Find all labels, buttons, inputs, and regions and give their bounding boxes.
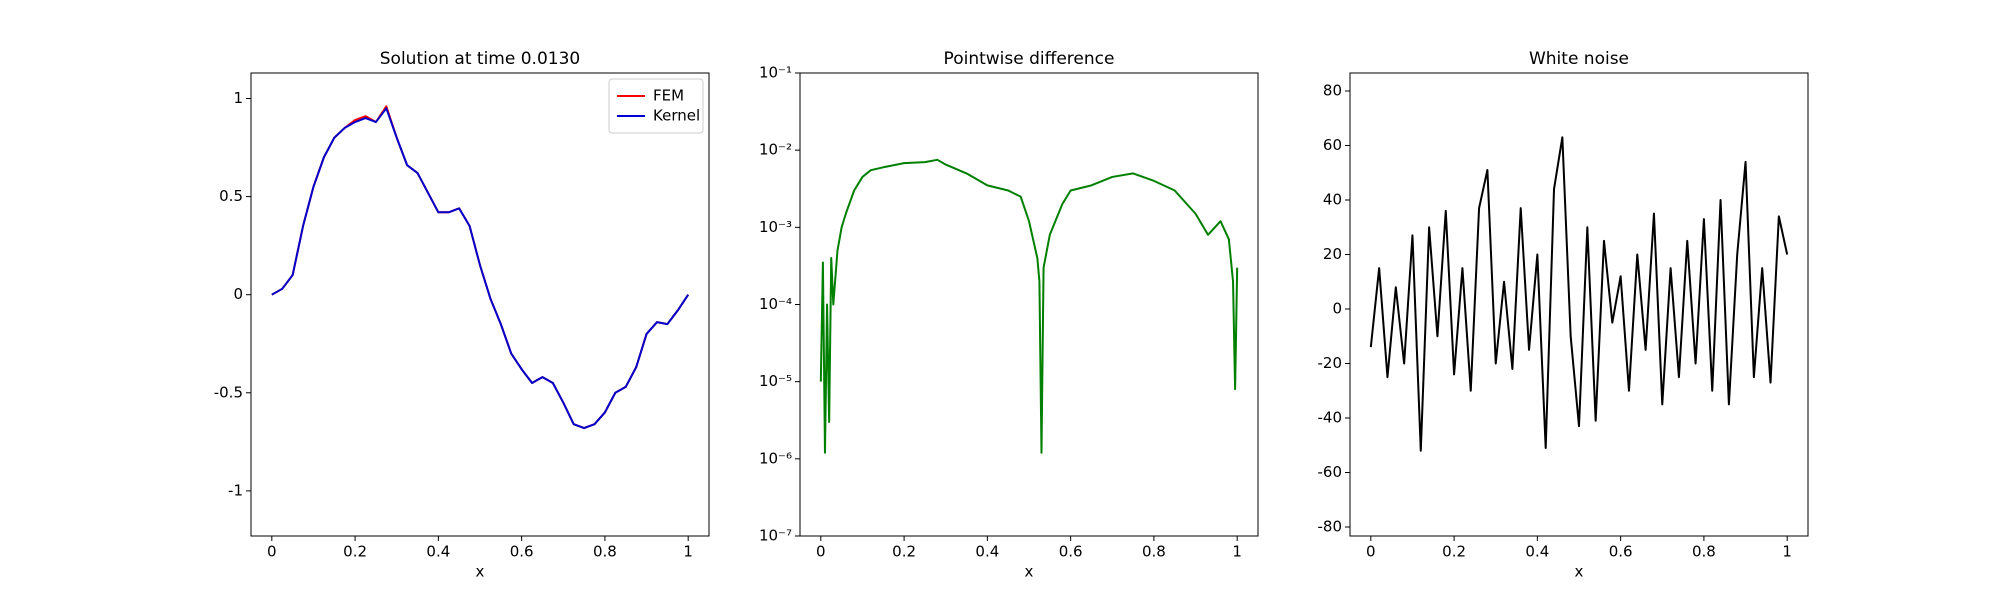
chart-title: White noise	[1529, 49, 1629, 69]
legend-label: FEM	[653, 87, 684, 105]
y-tick-label: 0.5	[219, 187, 243, 205]
y-tick-label: 10⁻²	[759, 141, 792, 159]
series-line	[819, 158, 1239, 454]
x-tick-label: 0.6	[1059, 543, 1083, 561]
y-tick-label: -20	[1318, 354, 1343, 372]
x-tick-label: 0.8	[593, 543, 617, 561]
y-tick-label: 10⁻⁵	[759, 372, 792, 390]
series-line	[271, 107, 690, 430]
y-tick-label: 10⁻⁶	[759, 449, 792, 467]
x-tick-label: 1	[1232, 543, 1242, 561]
y-tick-label: 40	[1323, 190, 1342, 208]
x-tick-label: 0.2	[892, 543, 916, 561]
x-tick-label: 1	[1782, 543, 1792, 561]
x-tick-label: 0.8	[1142, 543, 1166, 561]
y-tick-label: -60	[1318, 463, 1343, 481]
x-tick-label: 0	[816, 543, 826, 561]
legend-box	[608, 78, 704, 134]
x-tick-label: 0	[1366, 543, 1376, 561]
x-tick-label: 0.6	[1609, 543, 1633, 561]
y-tick-label: 10⁻³	[759, 218, 792, 236]
y-tick-label: 10⁻¹	[759, 64, 792, 82]
x-tick-label: 0.2	[1442, 543, 1466, 561]
y-tick-label: 80	[1323, 81, 1342, 99]
x-tick-label: 0.8	[1692, 543, 1716, 561]
x-tick-label: 0.4	[1525, 543, 1549, 561]
y-tick-label: 20	[1323, 245, 1342, 263]
y-tick-label: 10⁻⁷	[759, 527, 792, 545]
series-line	[1369, 136, 1789, 452]
x-tick-label: 0.4	[426, 543, 450, 561]
x-tick-label: 1	[683, 543, 693, 561]
x-axis-label: x	[1025, 563, 1034, 581]
y-tick-label: -0.5	[214, 383, 243, 401]
chart-title: Solution at time 0.0130	[380, 49, 580, 69]
y-tick-label: 1	[233, 89, 243, 107]
x-tick-label: 0	[267, 543, 277, 561]
y-tick-label: 60	[1323, 136, 1342, 154]
y-tick-label: 0	[233, 285, 243, 303]
chart-title: Pointwise difference	[944, 49, 1115, 69]
x-axis-label: x	[1575, 563, 1584, 581]
y-tick-label: -1	[228, 481, 243, 499]
y-tick-label: 0	[1332, 299, 1342, 317]
axes-frame	[1349, 72, 1809, 537]
axes-frame	[250, 72, 710, 537]
legend-label: Kernel	[653, 107, 700, 125]
axes-frame	[799, 72, 1259, 537]
y-tick-label: -80	[1318, 518, 1343, 536]
x-tick-label: 0.2	[343, 543, 367, 561]
x-tick-label: 0.4	[975, 543, 999, 561]
y-tick-label: 10⁻⁴	[759, 295, 792, 313]
x-axis-label: x	[476, 563, 485, 581]
y-tick-label: -40	[1318, 409, 1343, 427]
x-tick-label: 0.6	[510, 543, 534, 561]
